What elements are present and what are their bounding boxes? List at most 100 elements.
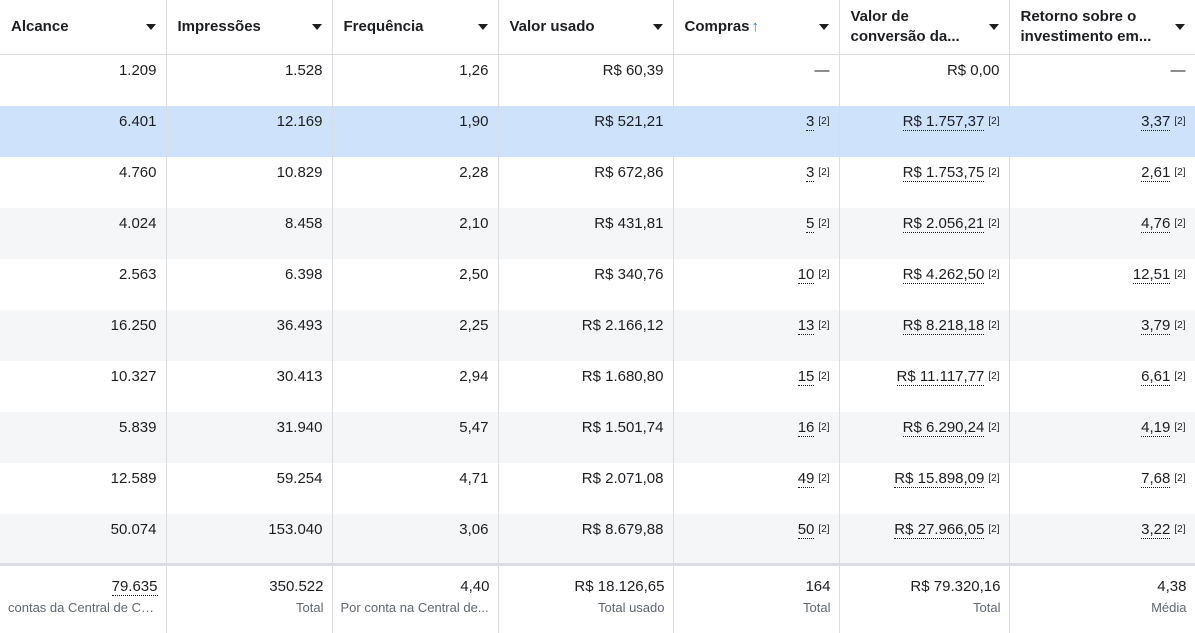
cell-value[interactable]: 15 bbox=[797, 367, 815, 386]
cell-value[interactable]: 12,51 bbox=[1132, 265, 1171, 284]
cell-value[interactable]: 3,37 bbox=[1141, 112, 1171, 131]
cell-value[interactable]: 3,79 bbox=[1141, 316, 1171, 335]
footnote-marker[interactable]: [2] bbox=[818, 166, 830, 178]
footnote-marker[interactable]: [2] bbox=[1174, 319, 1186, 331]
table-row[interactable]: 4.760 10.829 2,28 R$ 672,86 3 [2] R$ 1.753,75[… bbox=[0, 156, 1195, 208]
footnote-marker[interactable]: [2] bbox=[988, 370, 1000, 382]
footnote-marker[interactable]: [2] bbox=[818, 319, 830, 331]
footnote-marker[interactable]: [2] bbox=[1174, 217, 1186, 229]
cell-value[interactable]: 13 bbox=[797, 316, 815, 335]
table-row[interactable]: 10.327 30.413 2,94 R$ 1.680,80 15 [2] R$ 11.11… bbox=[0, 360, 1195, 412]
footnote-marker[interactable]: [2] bbox=[1174, 472, 1186, 484]
table-row[interactable]: 5.839 31.940 5,47 R$ 1.501,74 16 [2] R$ 6.290,… bbox=[0, 411, 1195, 463]
footnote-marker[interactable]: [2] bbox=[988, 319, 1000, 331]
cell-value[interactable]: R$ 1.753,75 bbox=[902, 163, 985, 182]
cell-valor-usado: R$ 1.680,80 bbox=[498, 360, 674, 412]
cell-value[interactable]: R$ 15.898,09 bbox=[894, 469, 985, 488]
column-header-label: Retorno sobre o investimento em... bbox=[1020, 8, 1152, 45]
table-row[interactable]: 16.250 36.493 2,25 R$ 2.166,12 13 [2] R$ 8.218… bbox=[0, 309, 1195, 361]
cell-value[interactable]: R$ 6.290,24 bbox=[902, 418, 985, 437]
cell-value[interactable]: 10 bbox=[797, 265, 815, 284]
cell-value[interactable]: 2,61 bbox=[1141, 163, 1171, 182]
cell-value[interactable]: 6,61 bbox=[1141, 367, 1171, 386]
cell-value: 12.589 bbox=[110, 469, 157, 487]
cell-value[interactable]: R$ 27.966,05 bbox=[894, 520, 985, 539]
footnote-marker[interactable]: [2] bbox=[818, 472, 830, 484]
footnote-marker[interactable]: [2] bbox=[818, 421, 830, 433]
cell-value: 6.401 bbox=[118, 112, 157, 130]
footnote-marker[interactable]: [2] bbox=[1174, 268, 1186, 280]
cell-valor-conversao: R$ 11.117,77 [2] bbox=[839, 360, 1010, 412]
cell-value[interactable]: 5 bbox=[806, 214, 815, 233]
footnote-marker[interactable]: [2] bbox=[988, 523, 1000, 535]
column-header-alcance[interactable]: Alcance bbox=[0, 0, 167, 55]
cell-value[interactable]: 7,68 bbox=[1141, 469, 1171, 488]
column-header-label: Compras bbox=[684, 18, 750, 35]
cell-frequencia: 4,71 bbox=[332, 462, 499, 514]
footnote-marker[interactable]: [2] bbox=[988, 472, 1000, 484]
footnote-marker[interactable]: [2] bbox=[988, 166, 1000, 178]
cell-value: R$ 521,21 bbox=[594, 112, 664, 130]
footnote-marker[interactable]: [2] bbox=[818, 268, 830, 280]
table-row[interactable]: 12.589 59.254 4,71 R$ 2.071,08 49 [2] R$ 15.89… bbox=[0, 462, 1195, 514]
cell-value[interactable]: 3 bbox=[806, 112, 815, 131]
footnote-marker[interactable]: [2] bbox=[1174, 523, 1186, 535]
cell-value: 2,25 bbox=[459, 316, 489, 334]
cell-value[interactable]: 16 bbox=[797, 418, 815, 437]
chevron-down-icon[interactable] bbox=[145, 24, 156, 30]
cell-value[interactable]: R$ 4.262,50 bbox=[902, 265, 985, 284]
footnote-marker[interactable]: [2] bbox=[818, 217, 830, 229]
chevron-down-icon[interactable] bbox=[988, 24, 999, 30]
chevron-down-icon[interactable] bbox=[477, 24, 488, 30]
sort-ascending-icon[interactable]: ↑ bbox=[751, 18, 760, 35]
cell-value[interactable]: 50 bbox=[797, 520, 815, 539]
footnote-marker[interactable]: [2] bbox=[1174, 115, 1186, 127]
column-header-valor-usado[interactable]: Valor usado bbox=[498, 0, 674, 55]
cell-value[interactable]: R$ 2.056,21 bbox=[902, 214, 985, 233]
total-value[interactable]: 79.635 bbox=[111, 578, 158, 596]
cell-value[interactable]: 4,76 bbox=[1141, 214, 1171, 233]
cell-retorno: 3,79 [2] bbox=[1009, 309, 1195, 361]
column-header-valor-conversao[interactable]: Valor de conversão da... bbox=[839, 0, 1010, 55]
total-retorno: 4,38 Média bbox=[1009, 563, 1195, 633]
cell-value: 2,50 bbox=[459, 265, 489, 283]
table-row[interactable]: 50.074 153.040 3,06 R$ 8.679,88 50 [2] R$ 27.9… bbox=[0, 513, 1195, 565]
cell-value[interactable]: R$ 11.117,77 bbox=[896, 367, 985, 386]
cell-retorno: — bbox=[1009, 54, 1195, 106]
cell-value[interactable]: 4,19 bbox=[1141, 418, 1171, 437]
footnote-marker[interactable]: [2] bbox=[818, 370, 830, 382]
table-row[interactable]: 4.024 8.458 2,10 R$ 431,81 5 [2] R$ 2.056,21 [2… bbox=[0, 207, 1195, 259]
footnote-marker[interactable]: [2] bbox=[818, 523, 830, 535]
table-row[interactable]: 2.563 6.398 2,50 R$ 340,76 10 [2] R$ 4.262,50[… bbox=[0, 258, 1195, 310]
table-row[interactable]: 1.209 1.528 1,26 R$ 60,39 — R$ 0,00 — bbox=[0, 54, 1195, 106]
cell-valor-usado: R$ 521,21 bbox=[498, 105, 674, 157]
footnote-marker[interactable]: [2] bbox=[818, 115, 830, 127]
footnote-marker[interactable]: [2] bbox=[1174, 166, 1186, 178]
column-header-retorno[interactable]: Retorno sobre o investimento em... bbox=[1009, 0, 1195, 55]
footnote-marker[interactable]: [2] bbox=[988, 217, 1000, 229]
cell-value[interactable]: 49 bbox=[797, 469, 815, 488]
cell-alcance: 12.589 bbox=[0, 462, 167, 514]
cell-value[interactable]: R$ 1.757,37 bbox=[902, 112, 985, 131]
footnote-marker[interactable]: [2] bbox=[1174, 370, 1186, 382]
total-value: R$ 18.126,65 bbox=[574, 578, 665, 595]
footnote-marker[interactable]: [2] bbox=[988, 115, 1000, 127]
column-header-frequencia[interactable]: Frequência bbox=[332, 0, 499, 55]
cell-value[interactable]: R$ 8.218,18 bbox=[902, 316, 985, 335]
table-row[interactable]: 6.401 12.169 1,90 R$ 521,21 3 [2] R$ 1.757,37[… bbox=[0, 105, 1195, 157]
chevron-down-icon[interactable] bbox=[652, 24, 663, 30]
cell-compras: 5 [2] bbox=[673, 207, 840, 259]
cell-retorno: 2,61 [2] bbox=[1009, 156, 1195, 208]
column-header-compras[interactable]: Compras ↑ bbox=[673, 0, 840, 55]
cell-value: 2,10 bbox=[459, 214, 489, 232]
footnote-marker[interactable]: [2] bbox=[988, 421, 1000, 433]
chevron-down-icon[interactable] bbox=[818, 24, 829, 30]
chevron-down-icon[interactable] bbox=[1174, 24, 1185, 30]
cell-value[interactable]: 3 bbox=[806, 163, 815, 182]
column-header-impressoes[interactable]: Impressões bbox=[166, 0, 333, 55]
cell-value[interactable]: 3,22 bbox=[1141, 520, 1171, 539]
footnote-marker[interactable]: [2] bbox=[1174, 421, 1186, 433]
footnote-marker[interactable]: [2] bbox=[988, 268, 1000, 280]
chevron-down-icon[interactable] bbox=[311, 24, 322, 30]
cell-frequencia: 2,28 bbox=[332, 156, 499, 208]
